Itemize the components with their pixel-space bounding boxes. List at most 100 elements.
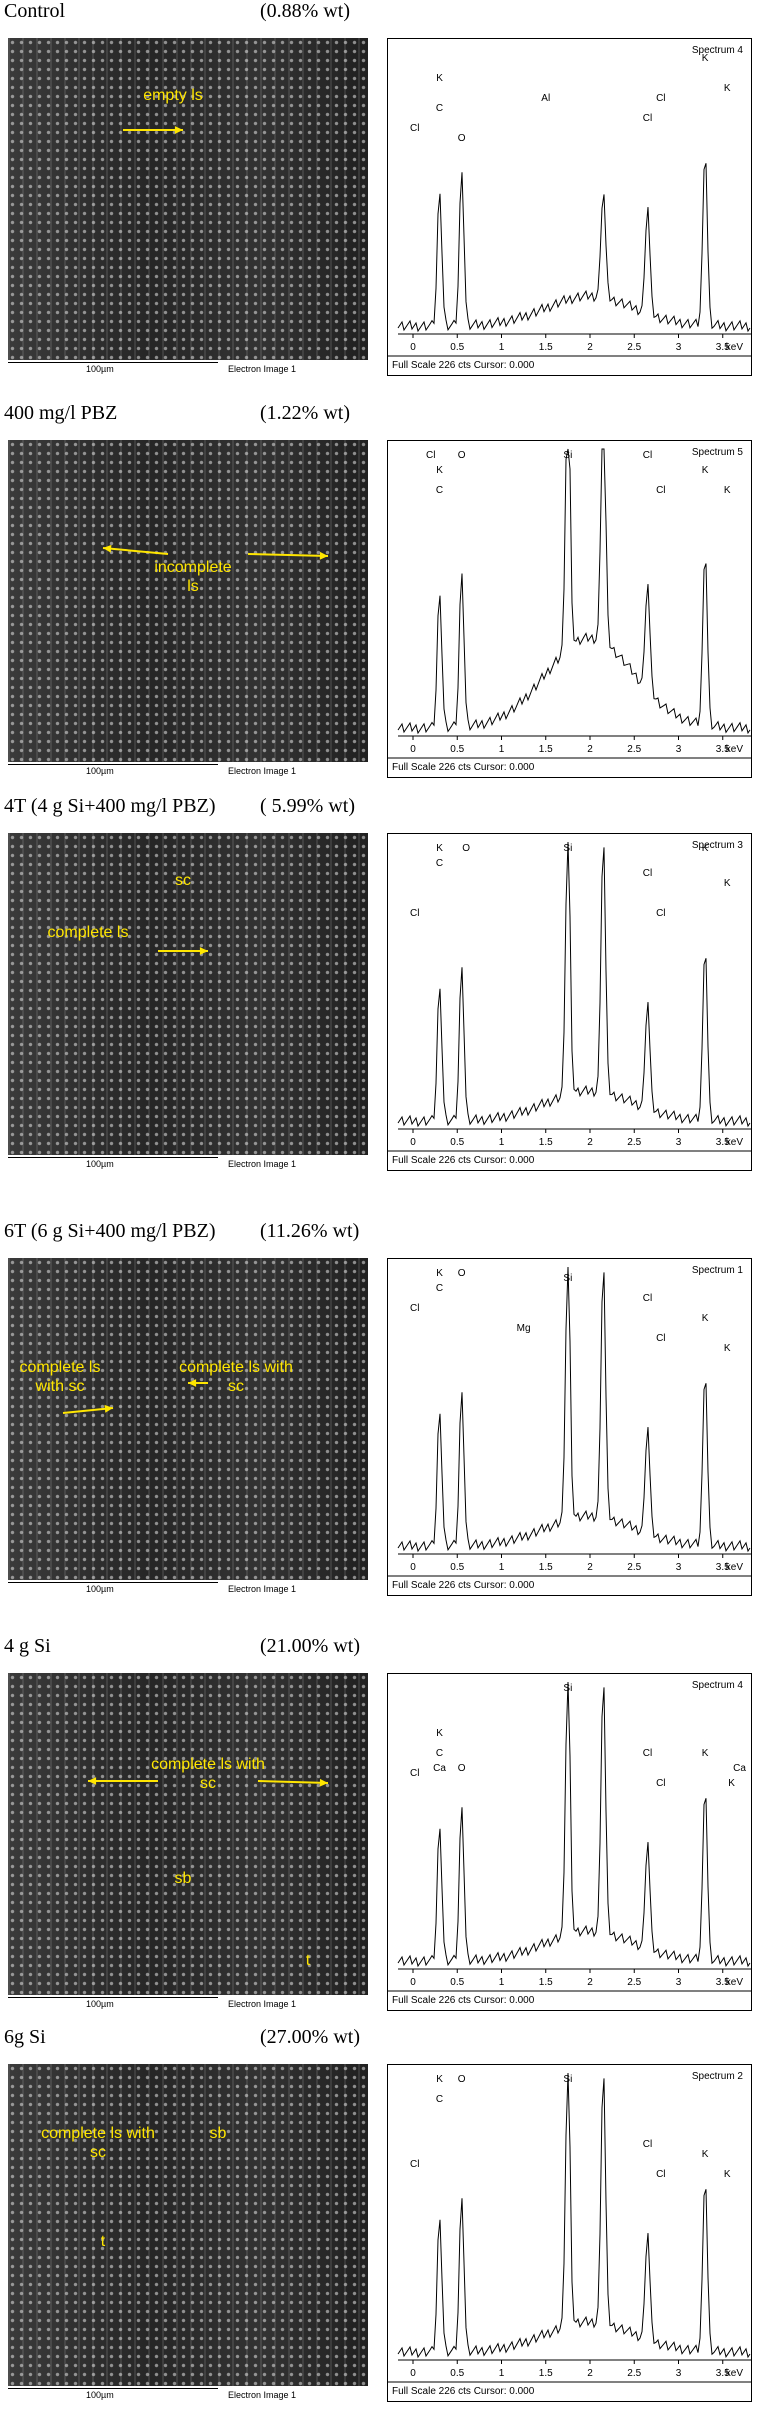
tick-label: 0.5 <box>450 2368 464 2379</box>
peak-label: K <box>724 2169 731 2180</box>
tick-label: 3.5 <box>716 342 730 353</box>
arrow <box>247 553 329 557</box>
caption: Electron Image 1 <box>228 1159 297 1169</box>
scale-line <box>8 1997 218 1998</box>
tick-label: 0.5 <box>450 1137 464 1148</box>
peak-label: C <box>436 858 443 869</box>
tick-label: 2 <box>587 1562 593 1573</box>
arrows <box>102 544 329 560</box>
spectrum: Spectrum 1 Cl K C O Mg Si Cl Cl K K 0 0.5 1 1.5 2 2.5 3 3.… <box>387 1258 752 1596</box>
scale-bar: 100µm Electron Image 1 <box>8 1997 368 2013</box>
peak-label: Mg <box>517 1323 531 1334</box>
peak-label: Cl <box>643 2139 652 2150</box>
annotation: complete ls with sc <box>151 1756 265 1792</box>
tick-label: 3 <box>676 1137 682 1148</box>
arrow-head <box>319 1778 328 1787</box>
sem-image: incomplete ls <box>8 440 368 762</box>
peak-label: K <box>702 465 709 476</box>
panel-label: Control <box>4 0 66 22</box>
peak-label: O <box>458 450 466 461</box>
tick-label: 3 <box>676 2368 682 2379</box>
tick-label: 0.5 <box>450 1562 464 1573</box>
caption: Electron Image 1 <box>228 1999 297 2009</box>
spectrum-trace <box>397 448 751 735</box>
annotation: t <box>305 1952 311 1969</box>
sem-image: complete ls with sc sb t <box>8 2064 368 2386</box>
peak-label: Cl <box>410 1768 419 1779</box>
spectrum-footer: Full Scale 226 cts Cursor: 0.000 <box>392 1155 535 1166</box>
peak-label: Cl <box>656 1778 665 1789</box>
peak-label: K <box>436 2074 443 2085</box>
tick-label: 1.5 <box>539 1562 553 1573</box>
sem-image: complete ls with sc sb t <box>8 1673 368 1995</box>
spectrum-title: Spectrum 2 <box>692 2071 744 2082</box>
spectrum: Spectrum 5 Cl K C O Si Cl Cl K K 0 0.5 1 1.5 2 2.5 3 3.5 k… <box>387 440 752 778</box>
panel-label: 6T (6 g Si+400 mg/l PBZ) <box>4 1220 216 1242</box>
sem-image: empty ls <box>8 38 368 360</box>
peak-label: C <box>436 1283 443 1294</box>
tick-label: 2.5 <box>627 744 641 755</box>
annotation: incomplete ls <box>154 559 232 595</box>
peak-label: K <box>702 1748 709 1759</box>
peak-label: O <box>458 1763 466 1774</box>
panel-label: 4 g Si <box>4 1635 51 1657</box>
peak-label: O <box>458 2074 466 2085</box>
peak-label: Cl <box>656 2169 665 2180</box>
peak-label: Si <box>563 1683 572 1694</box>
tick-label: 2 <box>587 342 593 353</box>
tick-label: 0.5 <box>450 342 464 353</box>
axis-unit: keV <box>726 342 744 353</box>
tick-label: 0.5 <box>450 744 464 755</box>
peak-label: K <box>702 2149 709 2160</box>
peak-label: K <box>702 1313 709 1324</box>
panel-weight: (0.88% wt) <box>260 0 350 22</box>
peak-label: Cl <box>656 1333 665 1344</box>
tick-label: 0 <box>410 1977 416 1988</box>
arrow-head <box>319 551 328 560</box>
peak-label: Ca <box>433 1763 446 1774</box>
peak-label: Al <box>541 93 550 104</box>
arrow-head <box>174 126 183 134</box>
peak-label: Si <box>563 450 572 461</box>
scale-text: 100µm <box>86 2390 114 2400</box>
peak-label: K <box>702 843 709 854</box>
tick-label: 2.5 <box>627 1137 641 1148</box>
scale-text: 100µm <box>86 364 114 374</box>
peak-label: Cl <box>643 113 652 124</box>
peak-label: Cl <box>656 485 665 496</box>
peak-label: Cl <box>643 1748 652 1759</box>
annotation: complete ls with sc <box>41 2125 155 2161</box>
spectrum-footer: Full Scale 226 cts Cursor: 0.000 <box>392 1995 535 2006</box>
tick-label: 3 <box>676 1562 682 1573</box>
scale-text: 100µm <box>86 1999 114 2009</box>
axis-unit: keV <box>726 1137 744 1148</box>
tick-label: 3.5 <box>716 744 730 755</box>
spectrum-trace <box>397 1681 751 1968</box>
peak-label: C <box>436 103 443 114</box>
tick-label: 0 <box>410 1137 416 1148</box>
tick-label: 1 <box>499 744 505 755</box>
tick-label: 3 <box>676 342 682 353</box>
peak-label: K <box>436 1728 443 1739</box>
spectrum-footer: Full Scale 226 cts Cursor: 0.000 <box>392 1580 535 1591</box>
scale-line <box>8 764 218 765</box>
spectrum-footer: Full Scale 226 cts Cursor: 0.000 <box>392 360 535 371</box>
scale-text: 100µm <box>86 1584 114 1594</box>
peak-label: Si <box>563 2074 572 2085</box>
tick-label: 2 <box>587 1137 593 1148</box>
axis-unit: keV <box>726 744 744 755</box>
arrow-head <box>88 1777 97 1785</box>
peak-label: O <box>458 133 466 144</box>
spectrum-trace <box>397 163 751 333</box>
caption: Electron Image 1 <box>228 766 297 776</box>
arrow-head <box>103 544 112 553</box>
caption: Electron Image 1 <box>228 2390 297 2400</box>
peak-label: Cl <box>643 450 652 461</box>
peak-label: K <box>436 1268 443 1279</box>
annotation: t <box>100 2233 106 2250</box>
caption: Electron Image 1 <box>228 364 297 374</box>
peak-label: Cl <box>656 908 665 919</box>
scale-text: 100µm <box>86 766 114 776</box>
peak-label: Cl <box>410 123 419 134</box>
